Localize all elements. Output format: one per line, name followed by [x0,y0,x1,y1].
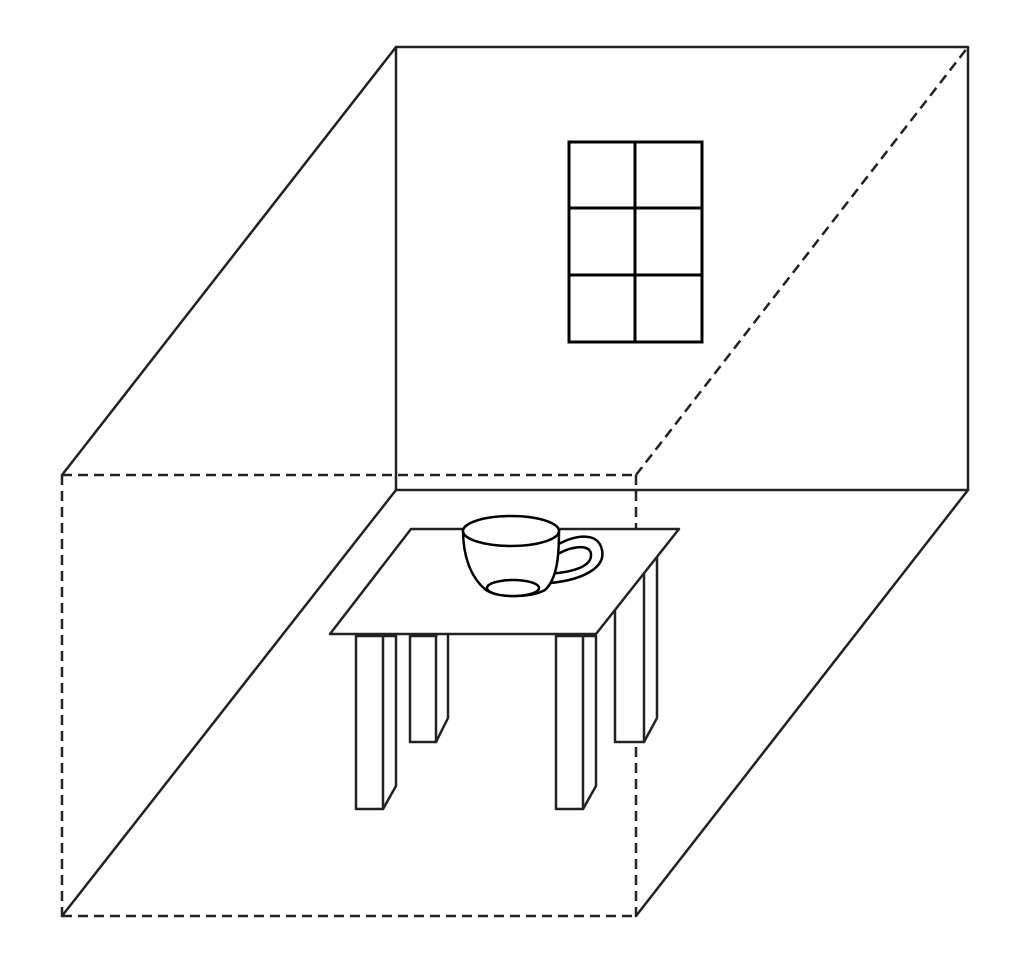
hidden-edges [60,46,969,918]
table-leg-front-left [354,634,398,811]
window-icon [567,140,704,344]
bottom-right-diagonal-edge [634,488,970,918]
top-left-diagonal-edge [60,45,398,477]
back-wall [394,45,970,492]
top-right-diagonal-edge [635,46,969,476]
bottom-left-diagonal-edge [60,488,398,918]
cup-icon [461,514,604,598]
receding-edges [60,45,970,918]
table-leg-front-right [554,634,598,811]
table-leg-back-left [408,614,450,744]
